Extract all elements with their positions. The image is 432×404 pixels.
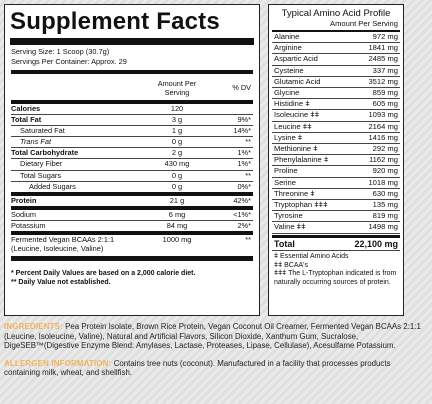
amino-profile-subtitle: Amount Per Serving: [272, 19, 400, 32]
amino-row: Arginine 1841 mg: [272, 43, 400, 55]
amino-row: Phenylalanine ǂ 1162 mg: [272, 155, 400, 167]
amino-row: Isoleucine ǂǂ 1093 mg: [272, 110, 400, 122]
footnote-daily-values: * Percent Daily Values are based on a 2,…: [11, 269, 196, 277]
nutrient-row: Total Sugars 0 g **: [11, 171, 253, 182]
nutrient-row: Calories 120: [11, 104, 253, 116]
supplement-facts-title: Supplement Facts: [10, 9, 254, 45]
amino-profile-title: Typical Amino Acid Profile: [281, 8, 391, 19]
footnote-not-established: ** Daily Value not established.: [11, 279, 111, 287]
amino-row: Glycine 859 mg: [272, 88, 400, 100]
ingredients-text: Pea Protein Isolate, Brown Rice Protein,…: [4, 322, 421, 351]
amino-row: Lysine ǂ 1416 mg: [272, 133, 400, 145]
amino-row: Cysteine 337 mg: [272, 66, 400, 77]
amino-row: Valine ǂǂ 1498 mg: [272, 222, 400, 234]
amino-total-row: Total 22,100 mg: [272, 234, 400, 250]
amino-notes: ǂ Essential Amino Acids ǂǂ BCAA's ǂǂǂ Th…: [272, 249, 400, 289]
nutrient-row: Protein 21 g 42%*: [11, 196, 253, 210]
facts-footnotes: * Percent Daily Values are based on a 2,…: [11, 261, 253, 288]
nutrient-row: Fermented Vegan BCAAs 2:1:1 (Leucine, Is…: [11, 235, 253, 261]
serving-info: Serving Size: 1 Scoop (30.7g) Servings P…: [11, 45, 253, 74]
allergen-text: Contains tree nuts (coconut). Manufactur…: [4, 358, 391, 378]
note-tryptophan: ǂǂǂ The L-Tryptophan indicated is from n…: [274, 270, 397, 287]
allergen-paragraph: ALLERGEN INFORMATION: Contains tree nuts…: [4, 359, 428, 378]
amino-row: Histidine ǂ 605 mg: [272, 99, 400, 111]
allergen-label: ALLERGEN INFORMATION:: [4, 358, 112, 368]
amount-per-serving-header: Amount Per Serving: [157, 79, 197, 97]
amino-row: Leucine ǂǂ 2164 mg: [272, 122, 400, 133]
amino-total-label: Total: [274, 238, 295, 249]
serving-size: Serving Size: 1 Scoop (30.7g): [11, 47, 110, 56]
dv-header: % DV: [232, 83, 251, 93]
amino-row: Methionine ǂ 292 mg: [272, 144, 400, 156]
amino-row: Alanine 972 mg: [272, 32, 400, 44]
servings-per-container: Servings Per Container: Approx. 29: [11, 57, 127, 66]
label-text-section: INGREDIENTS: Pea Protein Isolate, Brown …: [4, 322, 428, 378]
ingredients-paragraph: INGREDIENTS: Pea Protein Isolate, Brown …: [4, 322, 428, 351]
ingredients-label: INGREDIENTS:: [4, 322, 63, 331]
amino-row: Tyrosine 819 mg: [272, 211, 400, 223]
amino-row: Aspartic Acid 2485 mg: [272, 54, 400, 66]
note-essential: ǂ Essential Amino Acids: [274, 252, 349, 260]
nutrient-row: Dietary Fiber 430 mg 1%*: [11, 159, 253, 171]
amino-row: Serine 1018 mg: [272, 178, 400, 189]
nutrient-row: Total Fat 3 g 9%*: [11, 115, 253, 127]
amino-total-value: 22,100 mg: [354, 238, 398, 249]
nutrient-row: Potassium 84 mg 2%*: [11, 221, 253, 236]
nutrient-row: Sodium 6 mg <1%*: [11, 210, 253, 221]
amino-row: Threonine ǂ 630 mg: [272, 189, 400, 201]
amino-acid-profile-panel: Typical Amino Acid Profile Amount Per Se…: [268, 4, 404, 316]
nutrient-row: Trans Fat 0 g **: [11, 137, 253, 149]
amino-row: Proline 920 mg: [272, 166, 400, 178]
nutrient-row: Total Carbohydrate 2 g 1%*: [11, 148, 253, 160]
amino-row: Glutamic Acid 3512 mg: [272, 77, 400, 89]
note-bcaa: ǂǂ BCAA's: [274, 261, 309, 269]
facts-column-header: Amount Per Serving % DV: [11, 74, 253, 104]
nutrient-row: Added Sugars 0 g 0%*: [11, 182, 253, 196]
supplement-facts-panel: Supplement Facts Serving Size: 1 Scoop (…: [4, 4, 260, 316]
nutrient-row: Saturated Fat 1 g 14%*: [11, 126, 253, 138]
amino-row: Tryptophan ǂǂǂ 135 mg: [272, 200, 400, 212]
